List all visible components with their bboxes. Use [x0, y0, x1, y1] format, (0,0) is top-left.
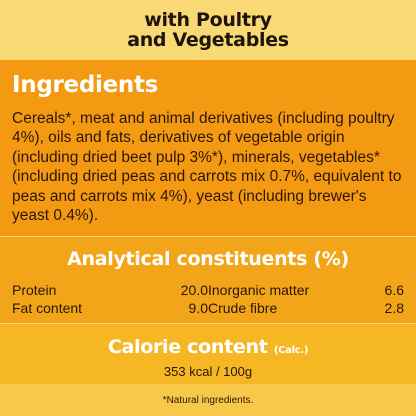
constituent-value: 9.0	[188, 300, 208, 316]
calorie-section: Calorie content (Calc.) 353 kcal / 100g	[0, 324, 416, 384]
calorie-calc-note: (Calc.)	[273, 345, 309, 356]
product-subtitle-line2: and Vegetables	[127, 29, 289, 51]
constituent-value: 6.6	[384, 282, 404, 298]
analytical-row: Protein 20.0	[12, 281, 208, 299]
calorie-title-text: Calorie content	[107, 336, 268, 358]
analytical-right-column: Inorganic matter 6.6 Crude fibre 2.8	[208, 281, 404, 317]
analytical-title: Analytical constituents (%)	[67, 248, 349, 270]
constituent-label: Fat content	[12, 300, 83, 316]
analytical-row: Crude fibre 2.8	[208, 299, 404, 317]
analytical-row: Inorganic matter 6.6	[208, 281, 404, 299]
analytical-section: Analytical constituents (%) Protein 20.0…	[0, 237, 416, 323]
product-subtitle-line1: with Poultry	[144, 9, 272, 31]
ingredients-section: Ingredients Cereals*, meat and animal de…	[0, 60, 416, 236]
constituent-label: Crude fibre	[208, 300, 278, 316]
section-divider	[0, 236, 416, 237]
footnote-band: *Natural ingredients.	[0, 384, 416, 416]
header-band: with Poultry and Vegetables	[0, 0, 416, 60]
constituent-value: 2.8	[384, 300, 404, 316]
analytical-row: Fat content 9.0	[12, 299, 208, 317]
constituent-label: Protein	[12, 282, 57, 298]
calorie-value: 353 kcal / 100g	[163, 364, 253, 379]
footnote-text: *Natural ingredients.	[162, 395, 254, 406]
analytical-left-column: Protein 20.0 Fat content 9.0	[12, 281, 208, 317]
section-divider	[0, 323, 416, 324]
ingredients-title: Ingredients	[12, 72, 159, 98]
constituent-value: 20.0	[180, 282, 208, 298]
ingredients-text: Cereals*, meat and animal derivatives (i…	[12, 110, 402, 225]
constituent-label: Inorganic matter	[208, 282, 310, 298]
calorie-title: Calorie content (Calc.)	[0, 336, 416, 358]
